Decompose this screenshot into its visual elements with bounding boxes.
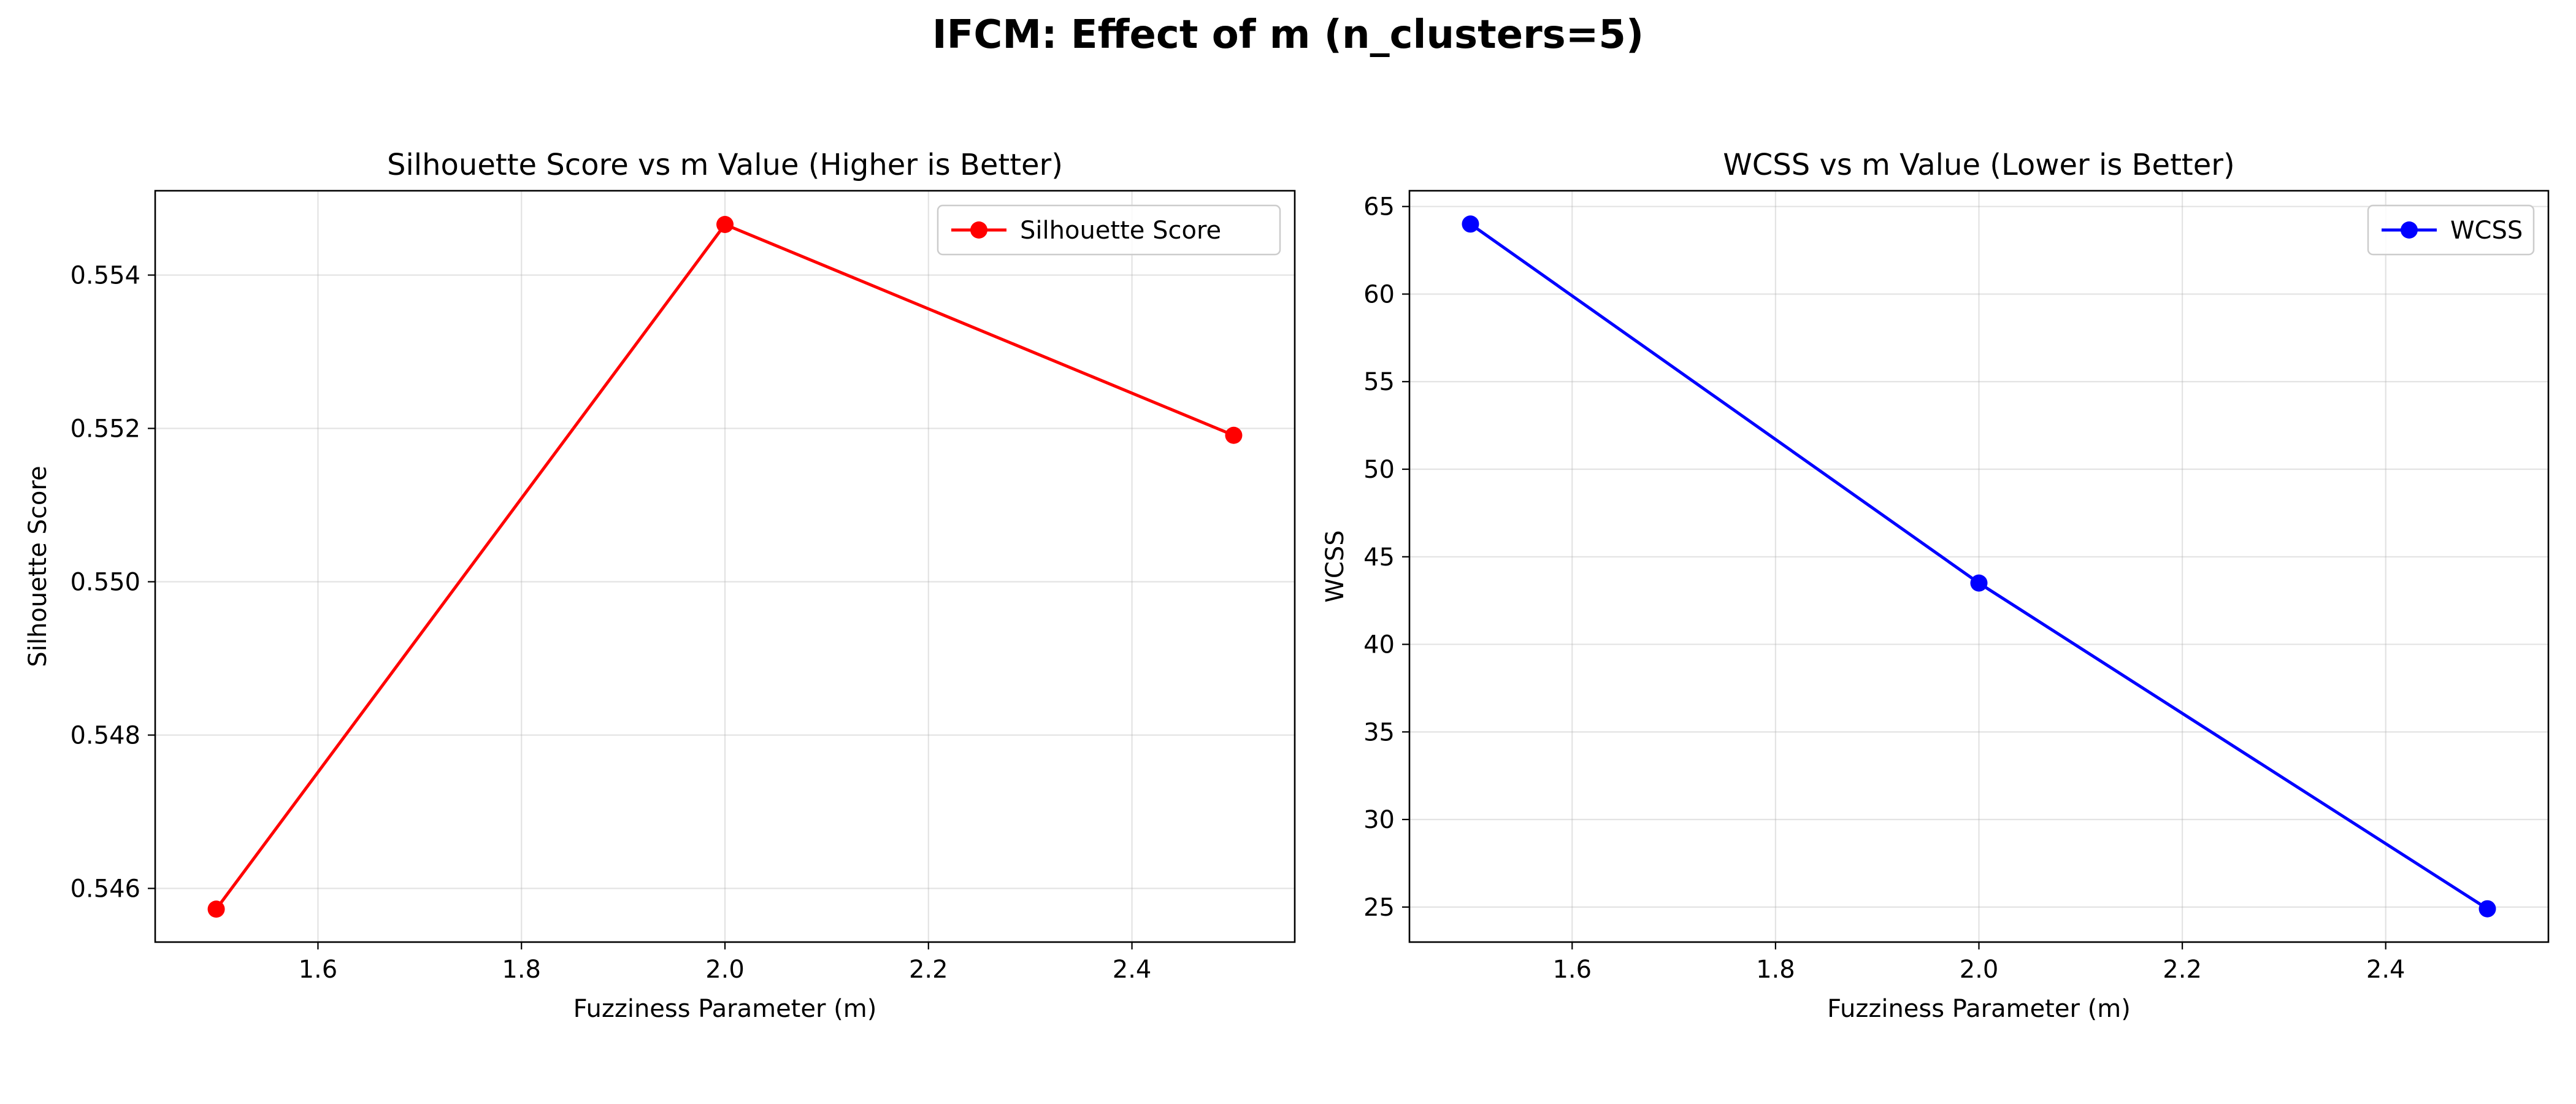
legend-label: WCSS [2450, 217, 2523, 245]
x-tick-label: 2.4 [2366, 956, 2405, 984]
y-tick-label: 0.554 [70, 262, 140, 290]
y-tick-label: 65 [1363, 193, 1395, 221]
y-tick-label: 25 [1363, 894, 1395, 922]
y-tick-label: 0.548 [70, 722, 140, 750]
y-tick-label: 0.550 [70, 569, 140, 597]
axes-frame [154, 190, 1296, 943]
chart-title: WCSS vs m Value (Lower is Better) [1723, 148, 2234, 182]
x-tick-label: 2.0 [705, 956, 745, 984]
legend-box [937, 204, 1281, 256]
x-tick-label: 2.2 [2163, 956, 2202, 984]
silhouette-chart: 1.6 1.8 2.0 2.2 2.4 0.546 0.548 0.550 0.552 0.554… [24, 148, 1296, 1023]
chart-title: Silhouette Score vs m Value (Higher is B… [387, 148, 1063, 182]
legend-marker [970, 221, 987, 239]
x-tick-label: 1.8 [502, 956, 541, 984]
data-point [1462, 215, 1479, 233]
x-tick-label: 1.6 [299, 956, 338, 984]
wcss-chart: 1.6 1.8 2.0 2.2 2.4 25 30 35 40 45 50 55 60 65 WCSS vs… [1321, 148, 2550, 1023]
axes-frame [1408, 190, 2550, 943]
figure-title: IFCM: Effect of m (n_clusters=5) [932, 12, 1644, 58]
x-tick-label: 2.0 [1960, 956, 1999, 984]
y-tick-label: 0.552 [70, 415, 140, 443]
y-tick-label: 35 [1363, 718, 1395, 746]
x-tick-label: 2.4 [1113, 956, 1152, 984]
y-tick-label: 60 [1363, 280, 1395, 309]
data-point [716, 216, 734, 233]
x-tick-label: 1.8 [1756, 956, 1795, 984]
x-axis-label: Fuzziness Parameter (m) [573, 995, 877, 1023]
y-tick-label: 55 [1363, 368, 1395, 396]
data-point [1225, 426, 1243, 444]
y-tick-label: 45 [1363, 543, 1395, 572]
legend-marker [2401, 221, 2418, 239]
legend-label: Silhouette Score [1020, 217, 1221, 245]
data-point [1970, 574, 1988, 592]
x-axis-label: Fuzziness Parameter (m) [1827, 995, 2131, 1023]
x-tick-label: 1.6 [1552, 956, 1592, 984]
y-tick-label: 40 [1363, 631, 1395, 659]
data-point [207, 900, 225, 918]
data-point [2478, 900, 2496, 918]
x-tick-label: 2.2 [909, 956, 948, 984]
y-tick-label: 50 [1363, 456, 1395, 484]
y-axis-label: Silhouette Score [24, 466, 52, 667]
y-tick-label: 0.546 [70, 875, 140, 903]
legend-box [2367, 204, 2535, 256]
y-axis-label: WCSS [1321, 530, 1349, 602]
y-tick-label: 30 [1363, 806, 1395, 834]
